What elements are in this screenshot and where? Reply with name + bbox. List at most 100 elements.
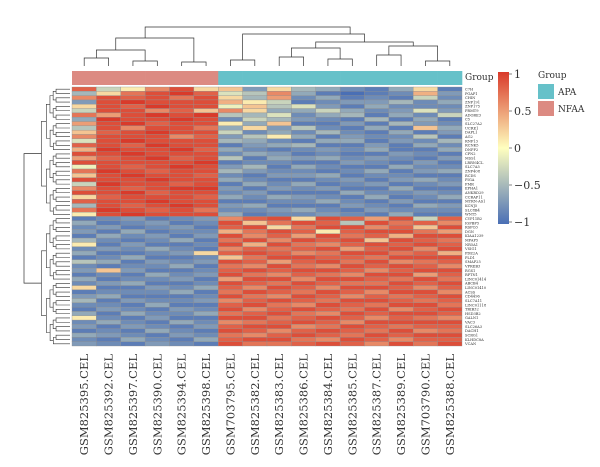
dendrogram-branch <box>315 41 414 48</box>
heatmap-cell <box>413 177 438 183</box>
heatmap-cell <box>120 181 146 187</box>
heatmap-cell <box>96 203 121 209</box>
heatmap-cell <box>218 212 243 217</box>
heatmap-cell <box>96 117 121 122</box>
heatmap-cell <box>71 306 97 312</box>
row-label: ZNF408 <box>465 169 481 173</box>
heatmap-cell <box>388 289 414 295</box>
heatmap-cell <box>120 99 146 105</box>
heatmap-cell <box>218 337 243 342</box>
dendrogram-branch <box>55 196 70 202</box>
row-label: GALN1 <box>465 316 478 320</box>
heatmap-cell <box>193 99 219 105</box>
heatmap-cell <box>339 263 365 269</box>
heatmap-cell <box>437 142 463 148</box>
heatmap-cell <box>169 319 195 325</box>
heatmap-cell <box>120 220 146 226</box>
heatmap-cell <box>388 194 414 200</box>
heatmap-cell <box>339 246 365 252</box>
heatmap-cell <box>120 337 146 342</box>
row-label: RPTN1 <box>465 273 478 277</box>
heatmap-cell <box>339 138 365 144</box>
column-label: GSM825385.CEL <box>345 354 359 456</box>
heatmap-cell <box>315 281 341 286</box>
heatmap-cell <box>242 259 268 265</box>
heatmap-cell <box>266 306 292 312</box>
heatmap-cell <box>96 332 121 338</box>
column-label: GSM825383.CEL <box>272 354 286 456</box>
heatmap-cell <box>144 337 170 342</box>
heatmap-cell <box>169 160 195 165</box>
heatmap-cell <box>266 242 292 247</box>
heatmap-cell <box>169 151 195 157</box>
heatmap-cell <box>218 298 243 304</box>
heatmap-cell <box>339 181 365 187</box>
heatmap-cell <box>242 164 268 170</box>
heatmap-cell <box>266 259 292 265</box>
heatmap-cell <box>193 255 219 260</box>
dendrogram-branch <box>55 106 70 112</box>
heatmap-cell <box>413 173 438 178</box>
heatmap-cell <box>339 117 365 122</box>
heatmap-cell <box>71 151 97 157</box>
heatmap-cell <box>193 95 219 101</box>
colorbar-tick-label: 1 <box>514 68 521 81</box>
heatmap-cell <box>413 181 438 187</box>
row-label: C5 <box>465 118 471 122</box>
heatmap-cell <box>71 134 97 139</box>
heatmap-cell <box>96 289 121 295</box>
heatmap-cell <box>71 324 97 329</box>
heatmap-cell <box>71 298 97 304</box>
heatmap-cell <box>144 306 170 312</box>
heatmap-cell <box>218 194 243 200</box>
heatmap-cell <box>266 315 292 321</box>
heatmap-cell <box>437 177 463 183</box>
heatmap-cell <box>413 199 438 204</box>
heatmap-cell <box>96 95 121 101</box>
heatmap-cell <box>120 285 146 291</box>
heatmap-cell <box>144 199 170 204</box>
row-label: VCAN <box>464 342 476 346</box>
heatmap-cell <box>193 224 219 230</box>
heatmap-cell <box>71 147 97 152</box>
heatmap-cell <box>193 190 219 196</box>
heatmap-cell <box>120 332 146 338</box>
heatmap-cell <box>96 285 121 291</box>
heatmap-cell <box>291 181 316 187</box>
dendrogram-branch <box>52 319 57 330</box>
heatmap-cell <box>193 134 219 139</box>
heatmap-cell <box>388 134 414 139</box>
heatmap-cell <box>193 212 219 217</box>
heatmap-cell <box>291 160 316 165</box>
heatmap-cell <box>193 315 219 321</box>
column-label: GSM825389.CEL <box>394 354 408 456</box>
heatmap-cell <box>96 233 121 239</box>
column-label: GSM825386.CEL <box>297 354 311 456</box>
heatmap-cell <box>169 250 195 256</box>
heatmap-cell <box>71 216 97 221</box>
heatmap-cell <box>242 224 268 230</box>
heatmap-cell <box>169 104 195 109</box>
heatmap-cell <box>266 250 292 256</box>
heatmap-cell <box>144 268 170 273</box>
heatmap-cell <box>242 134 268 139</box>
row-label: PRMT9 <box>465 109 479 113</box>
heatmap-cell <box>120 112 146 118</box>
row-label: ZNF191 <box>465 100 480 104</box>
row-label: PLD1 <box>465 256 475 260</box>
heatmap-cell <box>388 91 414 96</box>
heatmap-cell <box>413 324 438 329</box>
dendrogram-branch <box>425 60 451 66</box>
heatmap-cell <box>364 268 390 273</box>
heatmap-cell <box>315 289 341 295</box>
heatmap-cell <box>388 203 414 209</box>
dendrogram-branch <box>132 60 158 66</box>
heatmap-cell <box>193 177 219 183</box>
dendrogram-branch <box>23 153 42 284</box>
heatmap-cell <box>291 86 316 92</box>
heatmap-cell <box>266 112 292 118</box>
heatmap-cell <box>266 194 292 200</box>
heatmap-cell <box>144 164 170 170</box>
heatmap-cell <box>218 164 243 170</box>
heatmap-cell <box>437 272 463 278</box>
